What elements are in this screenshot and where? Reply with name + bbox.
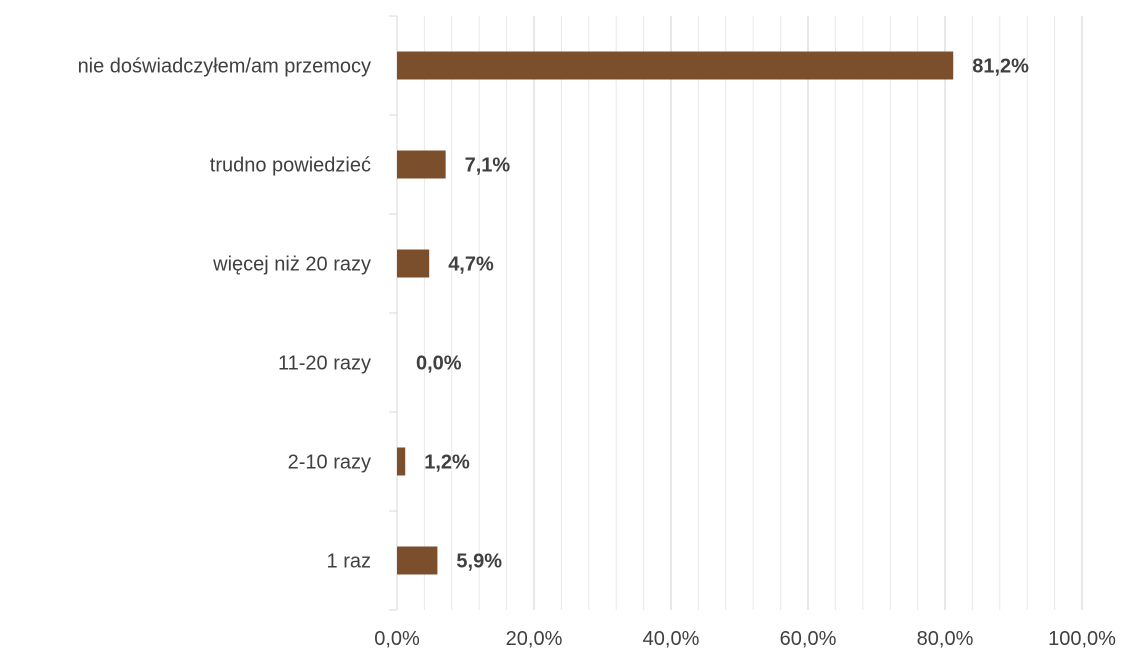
data-label: 4,7% bbox=[448, 254, 494, 276]
bar bbox=[397, 447, 406, 476]
category-label: 1 raz bbox=[327, 551, 371, 573]
data-label: 1,2% bbox=[424, 452, 470, 474]
x-tick-label: 100,0% bbox=[1048, 628, 1116, 650]
grid-lines bbox=[423, 16, 1083, 610]
bar bbox=[397, 51, 954, 80]
x-tick-label: 20,0% bbox=[506, 628, 563, 650]
bar bbox=[397, 249, 430, 278]
data-label: 0,0% bbox=[416, 353, 462, 375]
bar bbox=[397, 150, 446, 179]
category-label: nie doświadczyłem/am przemocy bbox=[78, 56, 371, 78]
x-tick-labels: 0,0% 20,0% 40,0% 60,0% 80,0% 100,0% bbox=[374, 628, 1116, 650]
category-label: więcej niż 20 razy bbox=[212, 254, 371, 276]
data-label: 5,9% bbox=[456, 551, 502, 573]
x-tick-label: 80,0% bbox=[917, 628, 974, 650]
category-label: 11-20 razy bbox=[278, 353, 371, 375]
x-tick-label: 40,0% bbox=[643, 628, 700, 650]
data-label: 81,2% bbox=[972, 56, 1029, 78]
data-labels: 81,2% 7,1% 4,7% 0,0% 1,2% 5,9% bbox=[416, 56, 1029, 573]
category-labels: nie doświadczyłem/am przemocy trudno powi… bbox=[78, 56, 371, 573]
bar bbox=[397, 546, 438, 575]
category-label: trudno powiedzieć bbox=[210, 155, 371, 177]
x-tick-label: 60,0% bbox=[780, 628, 837, 650]
category-axis bbox=[389, 15, 398, 611]
bars bbox=[397, 51, 954, 575]
x-tick-label: 0,0% bbox=[374, 628, 420, 650]
data-label: 7,1% bbox=[465, 155, 511, 177]
category-label: 2-10 razy bbox=[288, 452, 371, 474]
